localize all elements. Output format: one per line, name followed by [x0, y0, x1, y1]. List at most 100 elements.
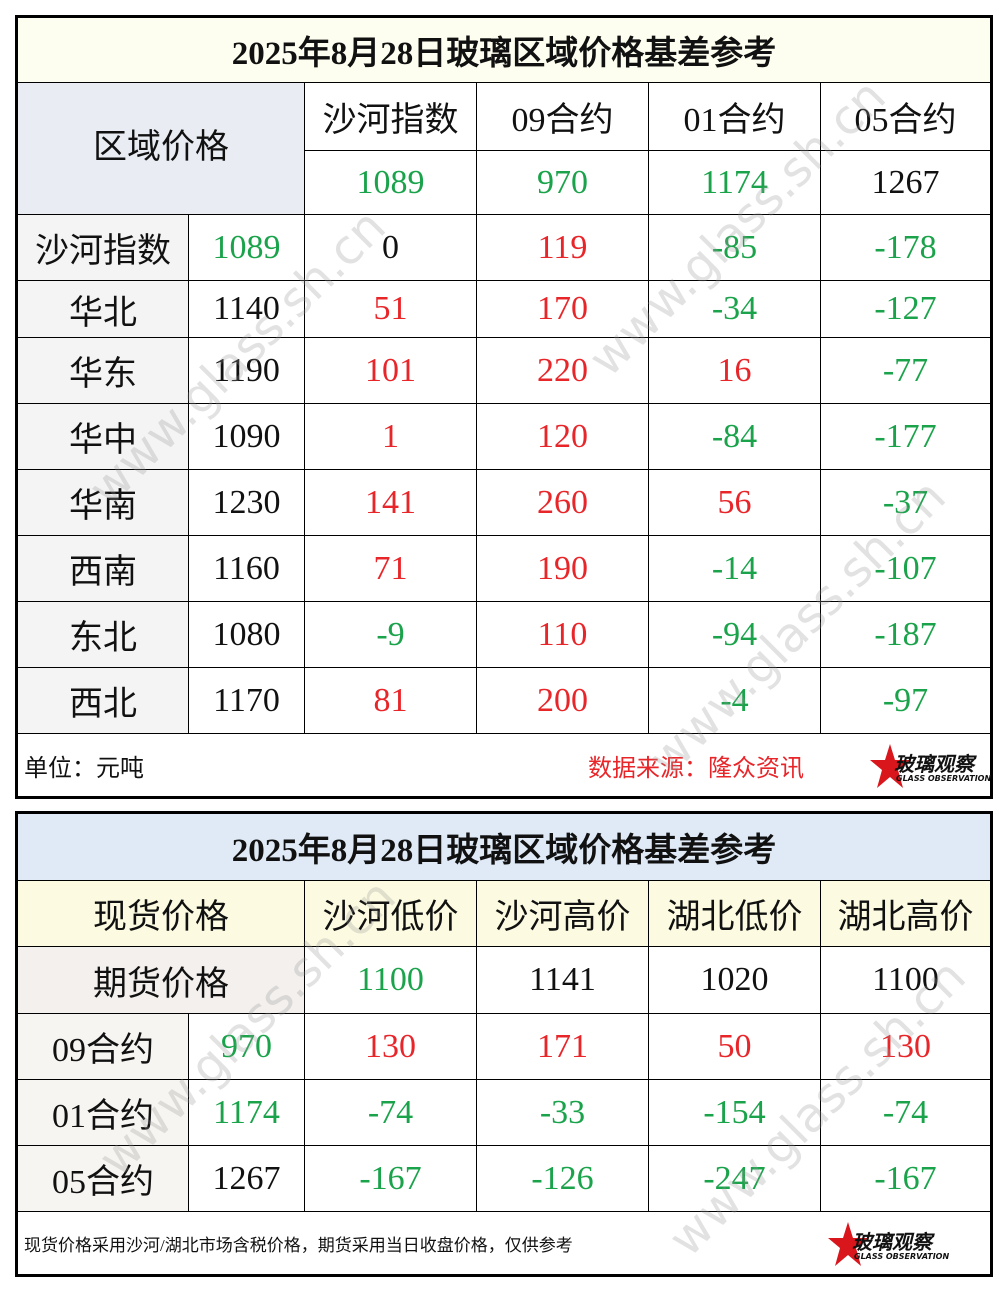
basis-cell: 1: [305, 404, 476, 469]
basis-cell: -167: [305, 1146, 476, 1211]
column-value: 1089: [305, 151, 476, 214]
logo-star: [870, 744, 910, 788]
corner-header: 现货价格: [18, 881, 304, 946]
basis-cell: -37: [821, 470, 990, 535]
basis-cell: 119: [477, 215, 648, 280]
basis-cell: -126: [477, 1146, 648, 1211]
basis-cell: 130: [305, 1014, 476, 1079]
row-label: 09合约: [18, 1014, 188, 1079]
basis-cell: 56: [649, 470, 820, 535]
logo-name: 玻璃观察: [852, 1230, 932, 1254]
basis-cell: 200: [477, 668, 648, 733]
basis-cell: -4: [649, 668, 820, 733]
column-value: 1267: [821, 151, 990, 214]
basis-cell: 51: [305, 281, 476, 337]
row-value: 1267: [189, 1146, 304, 1211]
source-note: 数据来源：隆众资讯: [588, 755, 804, 782]
column-header: 05合约: [821, 83, 990, 150]
row-value: 1190: [189, 338, 304, 403]
basis-cell: 50: [649, 1014, 820, 1079]
basis-cell: -94: [649, 602, 820, 667]
row-value: 1080: [189, 602, 304, 667]
table-2: 2025年8月28日玻璃区域价格基差参考 现货价格 期货价格 沙河低价 1100 沙河高价…: [15, 811, 993, 1277]
column-value: 1020: [649, 947, 820, 1013]
row-label: 西南: [18, 536, 188, 601]
basis-cell: -33: [477, 1080, 648, 1145]
footer: 现货价格采用沙河/湖北市场含税价格，期货采用当日收盘价格，仅供参考 玻璃观察 GLA…: [18, 1212, 990, 1274]
basis-cell: -84: [649, 404, 820, 469]
row-label: 华南: [18, 470, 188, 535]
basis-cell: 81: [305, 668, 476, 733]
basis-cell: 71: [305, 536, 476, 601]
basis-cell: -154: [649, 1080, 820, 1145]
basis-cell: 110: [477, 602, 648, 667]
logo-star: [828, 1222, 868, 1266]
column-value: 1100: [821, 947, 990, 1013]
column-value: 1174: [649, 151, 820, 214]
row-label: 沙河指数: [18, 215, 188, 280]
column-header: 沙河低价: [305, 881, 476, 946]
column-header: 09合约: [477, 83, 648, 150]
basis-cell: 130: [821, 1014, 990, 1079]
logo-subtitle: GLASS OBSERVATION: [854, 1252, 950, 1261]
basis-cell: -77: [821, 338, 990, 403]
basis-cell: 171: [477, 1014, 648, 1079]
corner-header: 区域价格: [18, 83, 304, 214]
table-1: 2025年8月28日玻璃区域价格基差参考 区域价格 沙河指数 1089 09合约 970 0…: [15, 15, 993, 799]
logo-name: 玻璃观察: [894, 752, 974, 776]
basis-cell: 0: [305, 215, 476, 280]
row-label: 东北: [18, 602, 188, 667]
basis-cell: 170: [477, 281, 648, 337]
basis-cell: -97: [821, 668, 990, 733]
logo-subtitle: GLASS OBSERVATION: [896, 774, 992, 783]
basis-cell: 220: [477, 338, 648, 403]
row-value: 1174: [189, 1080, 304, 1145]
basis-cell: -34: [649, 281, 820, 337]
row-value: 1140: [189, 281, 304, 337]
unit-note: 单位：元吨: [24, 755, 144, 782]
basis-cell: -74: [305, 1080, 476, 1145]
row-label: 西北: [18, 668, 188, 733]
column-header: 沙河指数: [305, 83, 476, 150]
basis-cell: -14: [649, 536, 820, 601]
row-value: 1170: [189, 668, 304, 733]
table-title: 2025年8月28日玻璃区域价格基差参考: [18, 814, 990, 880]
basis-cell: -85: [649, 215, 820, 280]
row-label: 05合约: [18, 1146, 188, 1211]
row-label: 华东: [18, 338, 188, 403]
basis-cell: 101: [305, 338, 476, 403]
basis-cell: -187: [821, 602, 990, 667]
table-title: 2025年8月28日玻璃区域价格基差参考: [18, 18, 990, 82]
basis-cell: 16: [649, 338, 820, 403]
row-label: 华中: [18, 404, 188, 469]
footer: 单位：元吨 数据来源：隆众资讯 玻璃观察 GLASS OBSERVATION: [18, 734, 992, 796]
column-value: 1100: [305, 947, 476, 1013]
basis-cell: -178: [821, 215, 990, 280]
basis-cell: 260: [477, 470, 648, 535]
row-label: 01合约: [18, 1080, 188, 1145]
column-value: 970: [477, 151, 648, 214]
row-value: 1230: [189, 470, 304, 535]
column-value: 1141: [477, 947, 648, 1013]
basis-cell: 141: [305, 470, 476, 535]
row-label: 华北: [18, 281, 188, 337]
footnote: 现货价格采用沙河/湖北市场含税价格，期货采用当日收盘价格，仅供参考: [24, 1235, 573, 1255]
row-value: 970: [189, 1014, 304, 1079]
row-value: 1160: [189, 536, 304, 601]
basis-cell: -167: [821, 1146, 990, 1211]
basis-cell: 120: [477, 404, 648, 469]
column-header: 01合约: [649, 83, 820, 150]
column-header: 沙河高价: [477, 881, 648, 946]
basis-cell: 190: [477, 536, 648, 601]
row-value: 1090: [189, 404, 304, 469]
corner-header: 期货价格: [18, 947, 304, 1013]
basis-cell: -177: [821, 404, 990, 469]
column-header: 湖北低价: [649, 881, 820, 946]
basis-cell: -247: [649, 1146, 820, 1211]
logo: 玻璃观察 GLASS OBSERVATION: [870, 742, 992, 790]
row-value: 1089: [189, 215, 304, 280]
logo: 玻璃观察 GLASS OBSERVATION: [828, 1220, 950, 1268]
basis-cell: -107: [821, 536, 990, 601]
column-header: 湖北高价: [821, 881, 990, 946]
